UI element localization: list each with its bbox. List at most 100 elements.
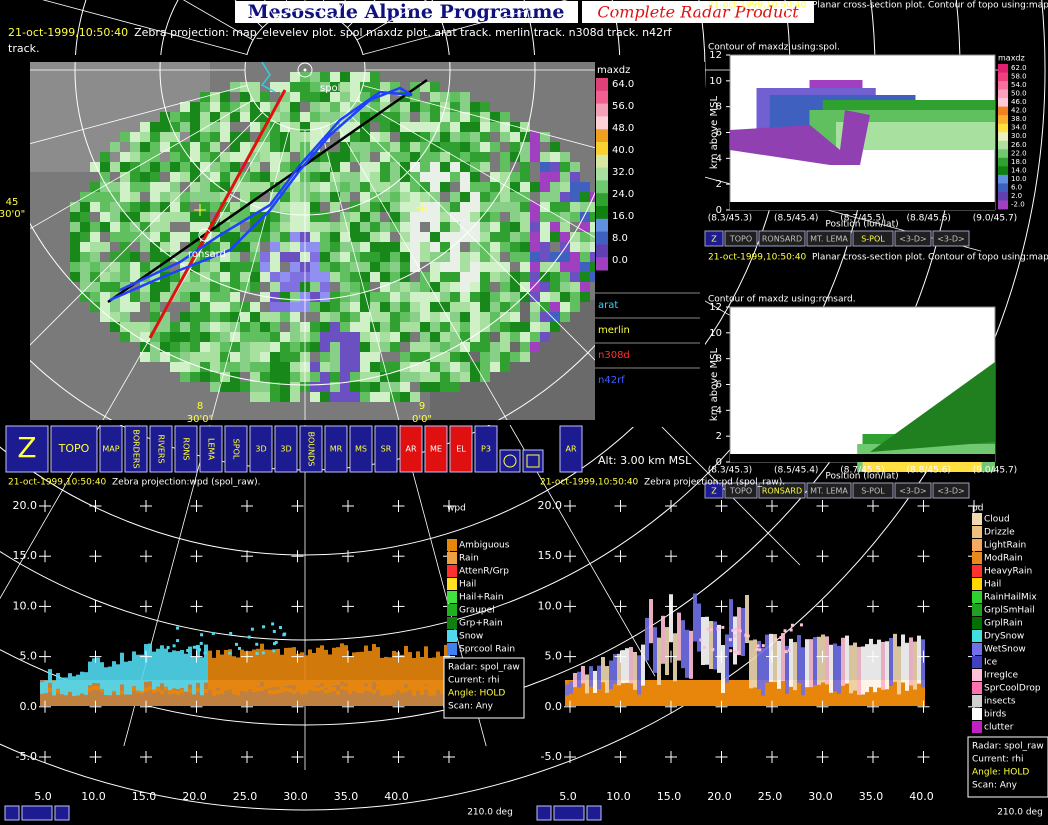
echo-column (224, 650, 228, 689)
panel-button-label[interactable]: MT. LEMA (810, 235, 848, 244)
radar-cell (120, 312, 130, 322)
radar-cell (360, 122, 370, 132)
panel-button[interactable] (894, 230, 932, 247)
toolbar-button[interactable]: RIVERS (149, 425, 173, 473)
panel-button[interactable] (932, 230, 970, 247)
small-button[interactable] (553, 805, 585, 821)
panel-button-label[interactable]: <3-D> (937, 487, 965, 496)
info-line: Current: rhi (448, 676, 499, 686)
small-button[interactable] (586, 805, 602, 821)
small-button[interactable] (21, 805, 53, 821)
radar-cell (480, 292, 490, 302)
radar-cell (410, 202, 420, 212)
toolbar-button[interactable]: TOPO (50, 425, 98, 473)
toolbar-button[interactable]: AR (559, 425, 583, 473)
radar-cell (570, 232, 580, 242)
panel-button-label[interactable]: S-POL (861, 487, 885, 496)
radar-cell (310, 322, 320, 332)
panel-button-label[interactable]: TOPO (729, 235, 752, 244)
panel-button-label[interactable]: <3-D> (899, 487, 927, 496)
icon-button[interactable] (522, 449, 544, 473)
radar-cell (190, 302, 200, 312)
toolbar-button[interactable]: SR (374, 425, 398, 473)
radar-cell (190, 332, 200, 342)
panel-button-label[interactable]: TOPO (729, 487, 752, 496)
y-axis-label: km above MSL (709, 96, 720, 170)
radar-cell (520, 352, 530, 362)
panel-button[interactable] (758, 482, 806, 499)
toolbar-button[interactable]: AR (399, 425, 423, 473)
radar-cell (430, 282, 440, 292)
info-line: Radar: spol_raw (972, 742, 1044, 752)
radar-cell (510, 312, 520, 322)
echo-column (376, 685, 380, 690)
toolbar-button[interactable]: 3D (249, 425, 273, 473)
toolbar-button[interactable]: Z (5, 425, 49, 473)
caption: Contour of maxdz using:spol. (708, 43, 840, 53)
icon-button[interactable] (499, 449, 521, 473)
panel-button-label[interactable]: S-POL (861, 235, 885, 244)
radar-cell (360, 132, 370, 142)
small-button[interactable] (4, 805, 20, 821)
radar-cell (160, 222, 170, 232)
radar-cell (340, 182, 350, 192)
radar-cell (370, 212, 380, 222)
panel-button[interactable] (852, 230, 894, 247)
toolbar-button[interactable]: SPOL (224, 425, 248, 473)
panel-button-label[interactable]: MT. LEMA (810, 487, 848, 496)
radar-cell (350, 72, 360, 82)
toolbar-button[interactable]: BOUNDS (299, 425, 323, 473)
radar-cell (340, 352, 350, 362)
toolbar-button[interactable]: MAP (99, 425, 123, 473)
panel-button[interactable] (758, 230, 806, 247)
echo-column (244, 651, 248, 690)
toolbar-button[interactable]: RONS (174, 425, 198, 473)
panel-button[interactable] (806, 482, 852, 499)
panel-button-label[interactable]: RONSARD (762, 487, 802, 496)
panel-button[interactable] (852, 482, 894, 499)
echo-speck (788, 648, 792, 652)
radar-cell (340, 152, 350, 162)
radar-cell (220, 342, 230, 352)
radar-cell (180, 172, 190, 182)
radar-cell (190, 152, 200, 162)
colorbar-swatch (998, 132, 1008, 142)
toolbar-button[interactable]: ME (424, 425, 448, 473)
toolbar-button[interactable]: P3 (474, 425, 498, 473)
echo-column (789, 685, 793, 690)
panel-button-label[interactable]: Z (711, 487, 717, 496)
panel-button[interactable] (894, 482, 932, 499)
radar-cell (150, 262, 160, 272)
radar-cell (210, 102, 220, 112)
toolbar-button[interactable]: BORDERS (124, 425, 148, 473)
panel-button-label[interactable]: <3-D> (899, 235, 927, 244)
radar-cell (520, 182, 530, 192)
toolbar-button[interactable]: MS (349, 425, 373, 473)
small-button[interactable] (54, 805, 70, 821)
radar-cell (370, 242, 380, 252)
panel-button[interactable] (724, 230, 758, 247)
toolbar-button[interactable]: LEMA (199, 425, 223, 473)
toolbar-button[interactable]: MR (324, 425, 348, 473)
echo-speck (176, 639, 180, 643)
radar-cell (220, 262, 230, 272)
x-tick-label: 30.0 (283, 790, 308, 803)
panel-button-label[interactable]: <3-D> (937, 235, 965, 244)
radar-cell (210, 152, 220, 162)
radar-cell (200, 132, 210, 142)
panel-button-label[interactable]: RONSARD (762, 235, 802, 244)
radar-cell (260, 142, 270, 152)
panel-button[interactable] (932, 482, 970, 499)
panel-button-label[interactable]: Z (711, 235, 717, 244)
caption: Contour of maxdz using:ronsard. (708, 295, 856, 305)
panel-button[interactable] (806, 230, 852, 247)
small-button[interactable] (536, 805, 552, 821)
panel-button[interactable] (704, 230, 724, 247)
panel-button[interactable] (724, 482, 758, 499)
radar-cell (480, 322, 490, 332)
toolbar-button[interactable]: 3D (274, 425, 298, 473)
radar-cell (210, 382, 220, 392)
toolbar-button[interactable]: EL (449, 425, 473, 473)
radar-cell (400, 102, 410, 112)
panel-button[interactable] (704, 482, 724, 499)
